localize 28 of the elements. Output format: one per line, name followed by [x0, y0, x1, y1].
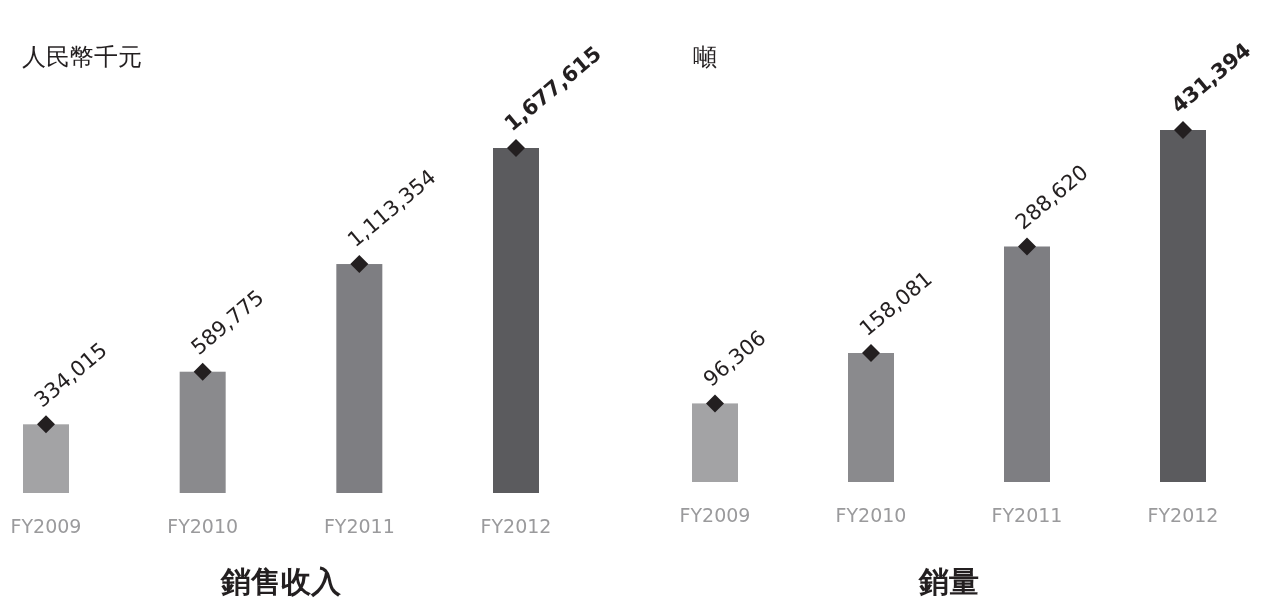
point [350, 255, 369, 274]
x-tick-label: FY2010 [167, 515, 239, 537]
x-tick-label: FY2009 [679, 504, 751, 526]
point [1174, 121, 1192, 139]
x-tick-label: FY2010 [835, 504, 907, 526]
y-axis-title: 人民幣千元 [22, 43, 142, 71]
point [193, 362, 212, 381]
x-tick-label: FY2009 [10, 515, 82, 537]
point [507, 139, 525, 157]
bar [493, 148, 539, 493]
text: 銷量 [918, 564, 979, 599]
x-tick-label: FY2011 [991, 504, 1063, 526]
bar [692, 403, 738, 482]
bar [848, 353, 894, 482]
point [37, 415, 55, 434]
x-tick-label: FY2012 [1147, 504, 1219, 526]
point [706, 394, 724, 413]
x-tick-label: FY2011 [323, 515, 395, 537]
bar [179, 371, 226, 493]
point [1018, 237, 1036, 256]
text: 銷售收入 [220, 564, 342, 599]
bar [1004, 246, 1050, 482]
bar [336, 264, 383, 493]
bar [1160, 130, 1206, 482]
point [862, 344, 880, 363]
x-tick-label: FY2012 [480, 515, 552, 537]
y-axis-title: 噸 [693, 43, 717, 71]
bar [23, 424, 69, 493]
